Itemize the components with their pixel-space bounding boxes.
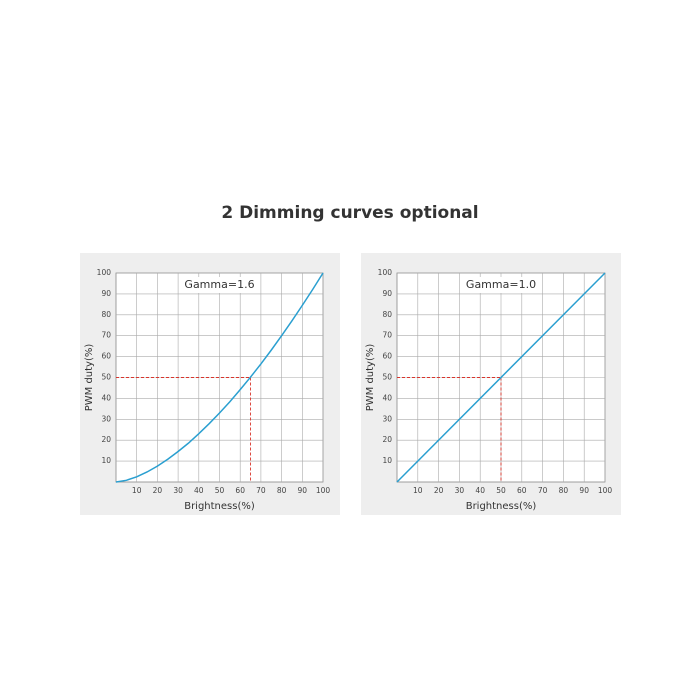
x-tick-label: 40 bbox=[194, 486, 204, 495]
x-tick-label: 100 bbox=[598, 486, 613, 495]
x-tick-label: 90 bbox=[298, 486, 308, 495]
x-tick-label: 60 bbox=[517, 486, 527, 495]
x-tick-label: 60 bbox=[235, 486, 245, 495]
x-tick-label: 80 bbox=[559, 486, 569, 495]
title-bg bbox=[461, 277, 541, 293]
y-tick-label: 70 bbox=[101, 331, 111, 340]
y-tick-label: 40 bbox=[101, 393, 111, 402]
y-tick-label: 100 bbox=[378, 268, 393, 277]
x-axis-label: Brightness(%) bbox=[466, 501, 537, 512]
x-axis-label: Brightness(%) bbox=[184, 501, 255, 512]
y-tick-label: 80 bbox=[382, 310, 392, 319]
y-tick-label: 10 bbox=[101, 456, 111, 465]
x-tick-label: 20 bbox=[153, 486, 163, 495]
y-tick-label: 100 bbox=[97, 268, 112, 277]
x-tick-label: 100 bbox=[316, 486, 331, 495]
x-tick-label: 20 bbox=[434, 486, 444, 495]
x-tick-label: 70 bbox=[538, 486, 548, 495]
y-tick-label: 90 bbox=[382, 289, 392, 298]
y-tick-label: 90 bbox=[101, 289, 111, 298]
y-tick-label: 70 bbox=[382, 331, 392, 340]
page-title: 2 Dimming curves optional bbox=[221, 203, 478, 223]
y-tick-label: 40 bbox=[382, 393, 392, 402]
y-tick-label: 20 bbox=[382, 435, 392, 444]
curve bbox=[396, 272, 606, 483]
x-tick-label: 50 bbox=[496, 486, 506, 495]
y-tick-label: 20 bbox=[101, 435, 111, 444]
curve bbox=[115, 272, 324, 483]
y-tick-label: 80 bbox=[101, 310, 111, 319]
x-tick-label: 70 bbox=[256, 486, 266, 495]
x-tick-label: 10 bbox=[132, 486, 142, 495]
y-tick-label: 50 bbox=[382, 373, 392, 382]
x-tick-label: 10 bbox=[413, 486, 423, 495]
x-tick-label: 50 bbox=[215, 486, 225, 495]
y-tick-label: 30 bbox=[382, 414, 392, 423]
x-tick-label: 30 bbox=[455, 486, 465, 495]
y-axis-label: PWM duty(%) bbox=[84, 344, 95, 412]
y-tick-label: 10 bbox=[382, 456, 392, 465]
x-tick-label: 40 bbox=[475, 486, 485, 495]
y-axis-label: PWM duty(%) bbox=[365, 344, 376, 412]
chart-title: Gamma=1.6 bbox=[184, 278, 254, 291]
y-tick-label: 60 bbox=[382, 352, 392, 361]
y-tick-label: 50 bbox=[101, 373, 111, 382]
chart-title: Gamma=1.0 bbox=[466, 278, 536, 291]
y-tick-label: 60 bbox=[101, 352, 111, 361]
title-bg bbox=[179, 277, 260, 293]
y-tick-label: 30 bbox=[101, 414, 111, 423]
x-tick-label: 80 bbox=[277, 486, 287, 495]
x-tick-label: 30 bbox=[173, 486, 183, 495]
x-tick-label: 90 bbox=[579, 486, 589, 495]
